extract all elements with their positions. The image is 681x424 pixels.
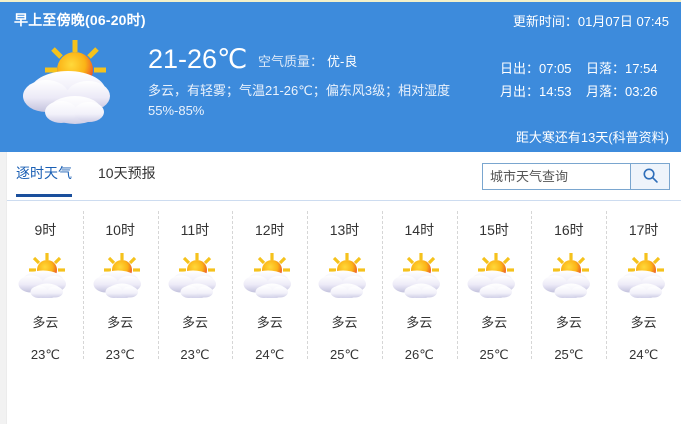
air-quality: 空气质量： 优-良	[258, 51, 357, 70]
hour-time: 14时	[404, 222, 435, 238]
hour-time: 17时	[628, 222, 659, 238]
hour-condition: 多云	[481, 315, 508, 330]
hourly-cell[interactable]: 11时 多云 23℃	[157, 203, 233, 393]
tab-baseline-rule	[7, 200, 681, 201]
sun-behind-clouds-icon	[18, 38, 122, 124]
sun-behind-clouds-icon	[241, 252, 299, 299]
hourly-cell[interactable]: 9时	[8, 203, 83, 393]
hour-condition: 多云	[107, 315, 134, 330]
air-quality-label: 空气质量：	[258, 54, 324, 69]
hour-temperature: 25℃	[479, 347, 509, 362]
current-temperature: 21-26℃	[148, 44, 248, 74]
search-input[interactable]	[482, 163, 630, 190]
search-icon	[642, 167, 659, 187]
solar-term-link[interactable]: 距大寒还有13天(科普资料)	[515, 130, 669, 145]
hour-temperature: 23℃	[180, 347, 210, 362]
tab-hourly-weather[interactable]: 逐时天气	[16, 163, 72, 197]
sun-times-row: 日出：07:05 日落：17:54	[500, 57, 675, 80]
tab-ten-day-forecast[interactable]: 10天预报	[98, 165, 156, 181]
city-search	[482, 163, 670, 190]
hour-temperature: 25℃	[329, 347, 360, 362]
hour-time: 12时	[254, 222, 285, 238]
top-accent-rule	[0, 0, 681, 2]
sun-behind-clouds-icon	[16, 252, 74, 299]
sun-behind-clouds-icon	[540, 252, 598, 299]
hour-temperature: 23℃	[30, 347, 60, 362]
sun-behind-clouds-icon	[316, 252, 374, 299]
header-period-title: 早上至傍晚(06-20时)	[14, 12, 146, 28]
weather-header: 早上至傍晚(06-20时) 更新时间：01月07日 07:45	[0, 2, 681, 152]
tab-list: 逐时天气 10天预报	[16, 163, 182, 197]
hourly-cell[interactable]: 17时 多云 24℃	[606, 203, 681, 393]
hourly-forecast-list: 9时	[8, 203, 681, 393]
hourly-cell[interactable]: 15时 多云 25℃	[456, 203, 532, 393]
sun-behind-clouds-icon	[615, 252, 673, 299]
sun-behind-clouds-icon	[465, 252, 523, 299]
hour-time: 13时	[329, 222, 360, 238]
hour-condition: 多云	[32, 315, 59, 330]
hour-time: 15时	[479, 222, 509, 238]
hour-temperature: 24℃	[629, 347, 659, 362]
sun-behind-clouds-icon	[91, 252, 149, 299]
update-time: 更新时间：01月07日 07:45	[512, 14, 669, 29]
sun-behind-clouds-icon	[390, 252, 448, 299]
moon-times-row: 月出：14:53 月落：03:26	[500, 80, 675, 103]
hour-time: 9时	[34, 222, 57, 238]
hour-temperature: 26℃	[404, 347, 434, 362]
hourly-cell[interactable]: 12时 多云 24℃	[232, 203, 307, 393]
hour-condition: 多云	[555, 315, 582, 330]
hourly-cell[interactable]: 13时 多云 25℃	[307, 203, 382, 393]
left-gutter	[0, 152, 7, 424]
weather-description: 多云，有轻雾；气温21-26℃；偏东风3级；相对湿度55%-85%	[148, 83, 451, 118]
moonset-time: 月落：03:26	[586, 84, 658, 99]
hour-condition: 多云	[630, 315, 657, 330]
hourly-cell[interactable]: 10时 多云 23℃	[82, 203, 158, 393]
hour-condition: 多云	[331, 315, 358, 330]
sunrise-time: 日出：07:05	[500, 61, 572, 76]
sunset-time: 日落：17:54	[586, 61, 658, 76]
hour-time: 11时	[180, 222, 210, 238]
hourly-cell[interactable]: 14时 多云 26℃	[381, 203, 457, 393]
hour-time: 16时	[554, 222, 584, 238]
hour-temperature: 24℃	[255, 347, 285, 362]
hour-condition: 多云	[406, 315, 433, 330]
sun-behind-clouds-icon	[166, 252, 224, 299]
hour-time: 10时	[105, 222, 135, 238]
astronomy-info: 日出：07:05 日落：17:54 月出：14:53 月落：03:26	[500, 57, 675, 103]
moonrise-time: 月出：14:53	[500, 84, 572, 99]
hour-condition: 多云	[181, 315, 208, 330]
hour-temperature: 25℃	[554, 347, 584, 362]
search-button[interactable]	[630, 163, 670, 190]
air-quality-value: 优-良	[327, 54, 358, 69]
hour-condition: 多云	[256, 315, 283, 330]
hour-temperature: 23℃	[105, 347, 135, 362]
hourly-cell[interactable]: 16时 多云 25℃	[531, 203, 606, 393]
